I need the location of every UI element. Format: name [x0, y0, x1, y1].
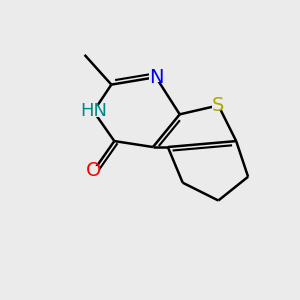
Bar: [85, 106, 102, 117]
Bar: [149, 73, 163, 82]
Text: HN: HN: [80, 102, 107, 120]
Bar: [212, 101, 225, 110]
Bar: [87, 166, 100, 176]
Text: O: O: [86, 161, 101, 180]
Text: S: S: [212, 96, 224, 115]
Text: N: N: [149, 68, 163, 87]
